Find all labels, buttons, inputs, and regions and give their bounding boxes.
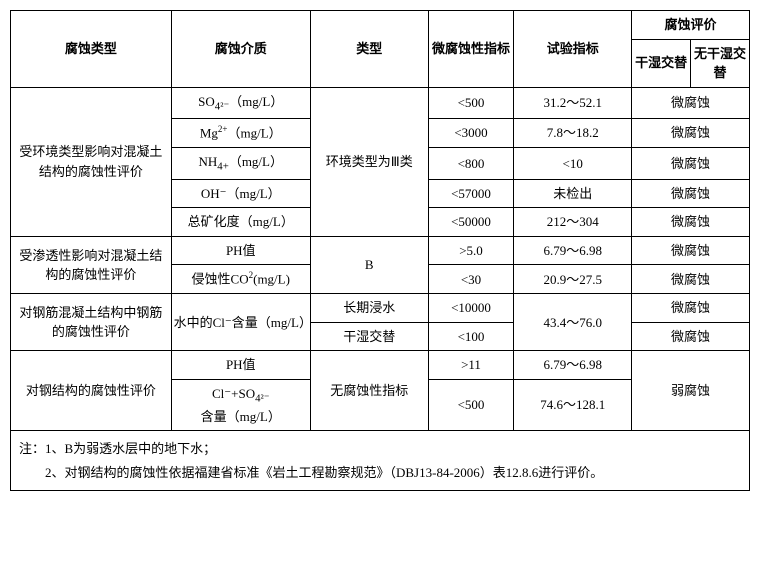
- s1-r4-medium: OH⁻（mg/L）: [171, 179, 310, 208]
- s3-r2-eval: 微腐蚀: [632, 322, 750, 351]
- s4-eval: 弱腐蚀: [632, 351, 750, 431]
- s1-r5-medium: 总矿化度（mg/L）: [171, 208, 310, 237]
- header-row-1: 腐蚀类型 腐蚀介质 类型 微腐蚀性指标 试验指标 腐蚀评价: [11, 11, 750, 40]
- s1-r5-micro: <50000: [428, 208, 514, 237]
- s1-label: 受环境类型影响对混凝土结构的腐蚀性评价: [11, 87, 172, 236]
- s1-r4-eval: 微腐蚀: [632, 179, 750, 208]
- s4-type: 无腐蚀性指标: [310, 351, 428, 431]
- s3-label: 对钢筋混凝土结构中钢筋的腐蚀性评价: [11, 294, 172, 351]
- s4-r2-micro: <500: [428, 379, 514, 430]
- s2-r2-test: 20.9～27.5: [514, 265, 632, 294]
- s1-r2-eval: 微腐蚀: [632, 119, 750, 148]
- s1-r1-test: 31.2～52.1: [514, 87, 632, 119]
- s1-r4-micro: <57000: [428, 179, 514, 208]
- note-1: 注：1、B为弱透水层中的地下水；: [19, 437, 741, 460]
- hdr-eval-wetdry: 干湿交替: [632, 39, 691, 87]
- s3-r1-eval: 微腐蚀: [632, 294, 750, 323]
- s3-medium: 水中的Cl⁻含量（mg/L）: [171, 294, 310, 351]
- hdr-test-index: 试验指标: [514, 11, 632, 88]
- s1-r3-micro: <800: [428, 148, 514, 180]
- note-2: 2、对钢结构的腐蚀性依据福建省标准《岩土工程勘察规范》（DBJ13-84-200…: [19, 461, 741, 484]
- s4-r1-test: 6.79～6.98: [514, 351, 632, 380]
- s4-r2-test: 74.6～128.1: [514, 379, 632, 430]
- table-row: 对钢结构的腐蚀性评价 PH值 无腐蚀性指标 >11 6.79～6.98 弱腐蚀: [11, 351, 750, 380]
- hdr-eval-group: 腐蚀评价: [632, 11, 750, 40]
- s1-r2-micro: <3000: [428, 119, 514, 148]
- s1-r1-eval: 微腐蚀: [632, 87, 750, 119]
- s2-r1-test: 6.79～6.98: [514, 236, 632, 265]
- s1-r3-eval: 微腐蚀: [632, 148, 750, 180]
- s1-r1-micro: <500: [428, 87, 514, 119]
- s1-r5-eval: 微腐蚀: [632, 208, 750, 237]
- s2-type: B: [310, 236, 428, 293]
- s3-r2-micro: <100: [428, 322, 514, 351]
- s4-r1-micro: >11: [428, 351, 514, 380]
- hdr-eval-nowetdry: 无干湿交替: [691, 39, 750, 87]
- table-row: 对钢筋混凝土结构中钢筋的腐蚀性评价 水中的Cl⁻含量（mg/L） 长期浸水 <1…: [11, 294, 750, 323]
- s3-test: 43.4～76.0: [514, 294, 632, 351]
- s3-r2-type: 干湿交替: [310, 322, 428, 351]
- s4-r2-medium: Cl⁻+SO4²⁻含量（mg/L）: [171, 379, 310, 430]
- s1-r1-medium: SO4²⁻（mg/L）: [171, 87, 310, 119]
- s2-r2-micro: <30: [428, 265, 514, 294]
- s2-r1-eval: 微腐蚀: [632, 236, 750, 265]
- s3-r1-type: 长期浸水: [310, 294, 428, 323]
- s2-r2-eval: 微腐蚀: [632, 265, 750, 294]
- s1-type: 环境类型为Ⅲ类: [310, 87, 428, 236]
- hdr-type: 类型: [310, 11, 428, 88]
- hdr-corrosion-type: 腐蚀类型: [11, 11, 172, 88]
- hdr-medium: 腐蚀介质: [171, 11, 310, 88]
- s3-r1-micro: <10000: [428, 294, 514, 323]
- s1-r3-medium: NH4+（mg/L）: [171, 148, 310, 180]
- table-notes: 注：1、B为弱透水层中的地下水； 2、对钢结构的腐蚀性依据福建省标准《岩土工程勘…: [10, 431, 750, 491]
- table-row: 受环境类型影响对混凝土结构的腐蚀性评价 SO4²⁻（mg/L） 环境类型为Ⅲ类 …: [11, 87, 750, 119]
- s1-r2-test: 7.8～18.2: [514, 119, 632, 148]
- corrosion-evaluation-table: 腐蚀类型 腐蚀介质 类型 微腐蚀性指标 试验指标 腐蚀评价 干湿交替 无干湿交替…: [10, 10, 750, 431]
- s1-r5-test: 212～304: [514, 208, 632, 237]
- s2-r1-medium: PH值: [171, 236, 310, 265]
- hdr-micro-index: 微腐蚀性指标: [428, 11, 514, 88]
- s2-r1-micro: >5.0: [428, 236, 514, 265]
- s1-r2-medium: Mg2+（mg/L）: [171, 119, 310, 148]
- s4-r1-medium: PH值: [171, 351, 310, 380]
- s2-label: 受渗透性影响对混凝土结构的腐蚀性评价: [11, 236, 172, 293]
- s1-r4-test: 未检出: [514, 179, 632, 208]
- table-row: 受渗透性影响对混凝土结构的腐蚀性评价 PH值 B >5.0 6.79～6.98 …: [11, 236, 750, 265]
- s1-r3-test: <10: [514, 148, 632, 180]
- s2-r2-medium: 侵蚀性CO2(mg/L): [171, 265, 310, 294]
- s4-label: 对钢结构的腐蚀性评价: [11, 351, 172, 431]
